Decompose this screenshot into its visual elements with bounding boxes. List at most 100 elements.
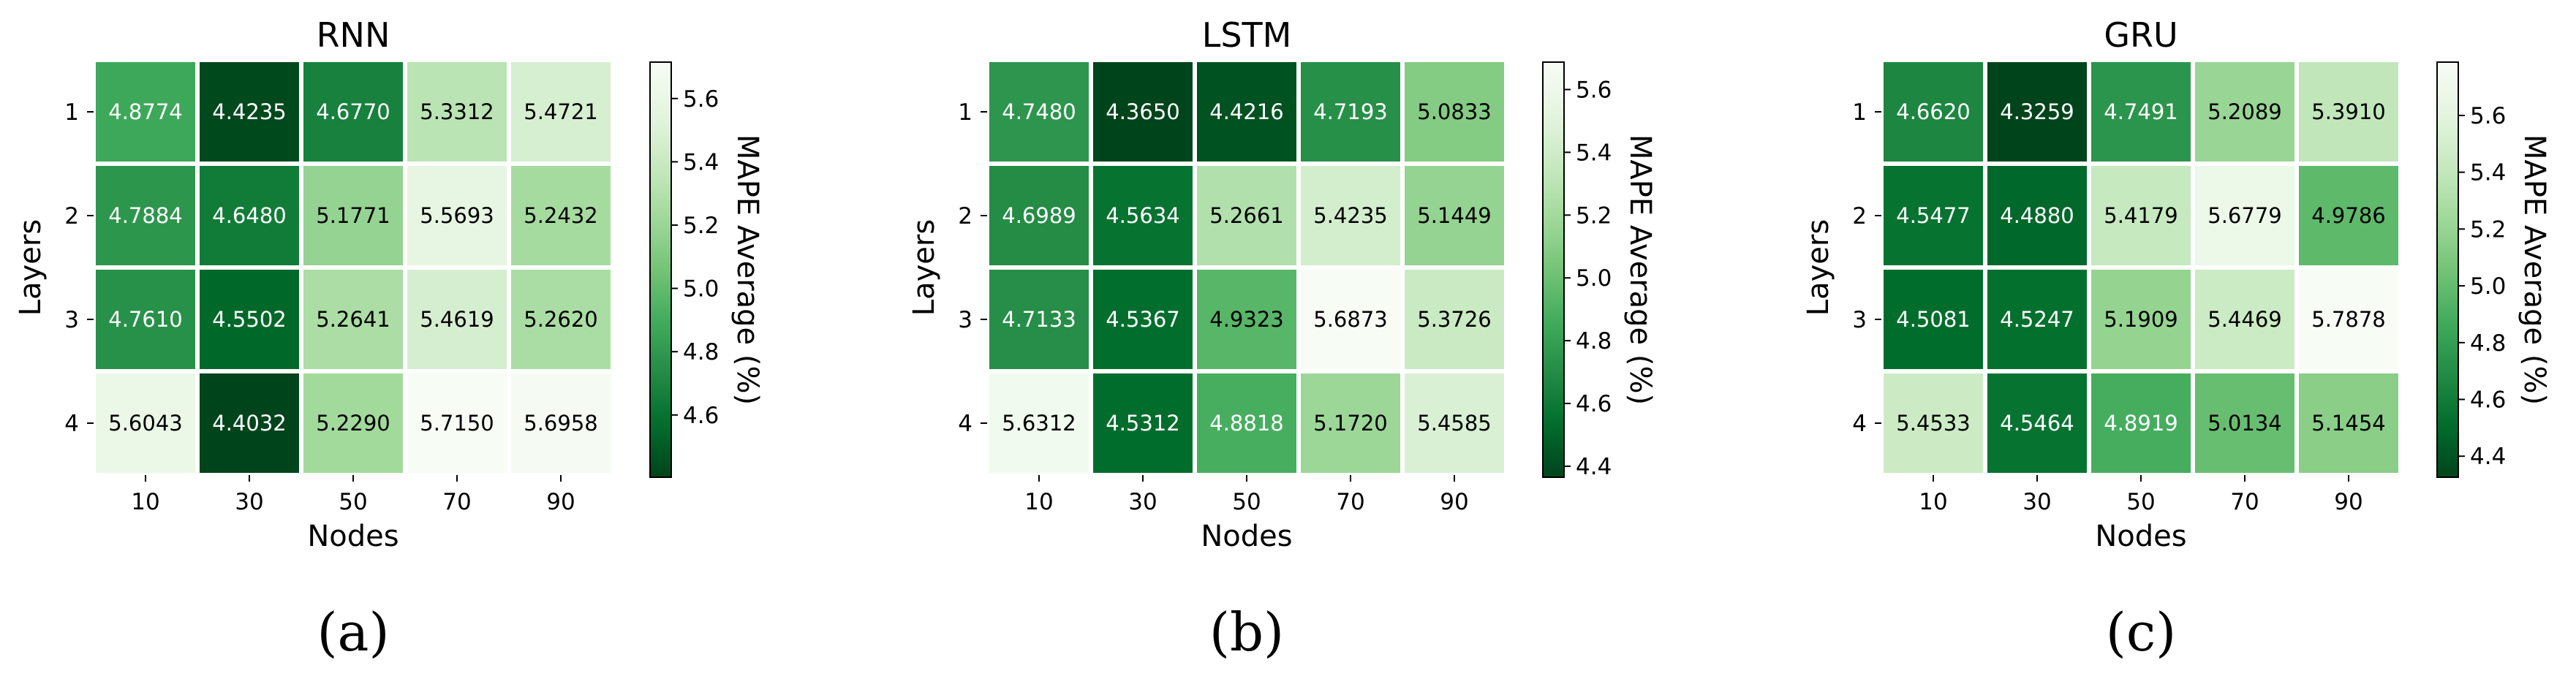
x-axis-label: Nodes <box>1201 520 1292 553</box>
heatmap-cell <box>1983 265 2091 373</box>
y-tick-label: 1 <box>64 99 79 126</box>
cell-value-label: 4.5367 <box>1106 307 1179 332</box>
cell-value-label: 5.6958 <box>524 411 597 436</box>
cell-value-label: 4.4032 <box>212 411 286 436</box>
cell-value-label: 4.5634 <box>1106 203 1179 228</box>
heatmap-cell <box>1400 265 1508 373</box>
heatmap-cell <box>507 58 615 166</box>
cell-value-label: 5.4533 <box>1896 411 1970 436</box>
cell-value-label: 5.6312 <box>1002 411 1076 436</box>
y-tick-label: 1 <box>1852 99 1867 126</box>
colorbar-tick-label: 4.6 <box>2470 387 2506 414</box>
y-axis-label: Layers <box>1802 219 1835 316</box>
x-tick-label: 30 <box>235 489 263 515</box>
panel-title: LSTM <box>1202 15 1292 55</box>
heatmap-cell <box>2087 58 2195 166</box>
heatmap-cell <box>1089 162 1197 270</box>
panel-title: GRU <box>2104 15 2177 55</box>
colorbar-tick-label: 5.2 <box>2470 216 2506 243</box>
cell-value-label: 4.5464 <box>2000 411 2074 436</box>
cell-value-label: 4.7884 <box>108 203 182 228</box>
heatmap-cell <box>403 58 511 166</box>
x-tick-label: 50 <box>2126 489 2155 515</box>
colorbar-tick-label: 5.0 <box>2470 273 2506 300</box>
cell-value-label: 4.5477 <box>1896 203 1970 228</box>
heatmap-cell <box>2294 162 2403 270</box>
cell-value-label: 5.4469 <box>2207 307 2281 332</box>
colorbar <box>649 61 672 478</box>
cell-value-label: 5.2620 <box>524 307 597 332</box>
heatmap-cell <box>1193 58 1301 166</box>
y-tick-label: 3 <box>958 307 972 333</box>
panel-title: RNN <box>317 15 390 55</box>
cell-value-label: 5.2290 <box>316 411 390 436</box>
cell-value-label: 4.7480 <box>1002 99 1076 124</box>
heatmap-cell <box>2087 265 2195 373</box>
x-tick-label: 70 <box>1336 489 1364 515</box>
cell-value-label: 4.4235 <box>212 99 286 124</box>
heatmap-cell <box>1400 58 1508 166</box>
colorbar <box>1542 61 1565 478</box>
panel-caption: (a) <box>317 601 389 663</box>
y-tick-label: 2 <box>64 203 79 229</box>
x-tick-label: 10 <box>1919 489 1947 515</box>
colorbar-label: MAPE Average (%) <box>730 134 764 405</box>
colorbar <box>2436 61 2459 478</box>
colorbar-tick-label: 5.4 <box>2470 160 2506 186</box>
x-tick-label: 90 <box>546 489 575 515</box>
y-axis-label: Layers <box>14 219 48 316</box>
heatmap-cell <box>1089 58 1197 166</box>
heatmap-cell <box>985 58 1093 166</box>
heatmap-cell <box>1089 369 1197 477</box>
y-tick-label: 2 <box>1852 203 1867 229</box>
cell-value-label: 5.6779 <box>2207 203 2281 228</box>
cell-value-label: 5.2661 <box>1209 203 1283 228</box>
cell-value-label: 4.3259 <box>2000 99 2074 124</box>
y-tick-label: 1 <box>958 99 972 126</box>
cell-value-label: 4.7133 <box>1002 307 1076 332</box>
x-tick-label: 70 <box>442 489 471 515</box>
cell-value-label: 5.4619 <box>420 307 494 332</box>
cell-value-label: 4.8818 <box>1209 411 1283 436</box>
cell-value-label: 4.4216 <box>1209 99 1283 124</box>
cell-value-label: 5.3726 <box>1417 307 1491 332</box>
cell-value-label: 4.7491 <box>2104 99 2177 124</box>
heatmap-cell <box>1400 162 1508 270</box>
heatmap-cell <box>2294 265 2403 373</box>
cell-value-label: 4.5312 <box>1106 411 1179 436</box>
heatmap-cell <box>1879 162 1987 270</box>
cell-value-label: 4.6770 <box>316 99 390 124</box>
x-tick-label: 30 <box>2022 489 2051 515</box>
cell-value-label: 4.6620 <box>1896 99 1970 124</box>
colorbar-tick-label: 4.4 <box>1576 454 1612 480</box>
x-tick-label: 90 <box>1440 489 1468 515</box>
cell-value-label: 4.7193 <box>1313 99 1387 124</box>
cell-value-label: 4.8919 <box>2104 411 2177 436</box>
colorbar-tick-label: 4.6 <box>683 403 719 429</box>
heatmap-cell <box>1296 369 1405 477</box>
heatmap-cell <box>2191 265 2299 373</box>
cell-value-label: 4.6480 <box>212 203 286 228</box>
cell-value-label: 5.1909 <box>2104 307 2177 332</box>
cell-value-label: 4.9323 <box>1209 307 1283 332</box>
y-tick-label: 2 <box>958 203 972 229</box>
x-tick-label: 10 <box>1024 489 1053 515</box>
cell-value-label: 5.4235 <box>1313 203 1387 228</box>
x-tick-label: 30 <box>1128 489 1157 515</box>
cell-value-label: 5.0833 <box>1417 99 1491 124</box>
cell-value-label: 4.8774 <box>108 99 182 124</box>
y-tick-label: 3 <box>1852 307 1867 333</box>
x-tick-label: 50 <box>339 489 367 515</box>
colorbar-tick-label: 5.6 <box>683 86 719 113</box>
heatmap-cell <box>299 369 407 477</box>
cell-value-label: 5.1771 <box>316 203 390 228</box>
colorbar-tick-label: 5.0 <box>1576 265 1612 292</box>
heatmap-cell <box>507 265 615 373</box>
cell-value-label: 5.7878 <box>2311 307 2385 332</box>
cell-value-label: 5.3910 <box>2311 99 2385 124</box>
cell-value-label: 5.6873 <box>1313 307 1387 332</box>
heatmap-cell <box>1983 162 2091 270</box>
colorbar-tick-label: 4.4 <box>2470 444 2506 470</box>
cell-value-label: 4.5081 <box>1896 307 1970 332</box>
